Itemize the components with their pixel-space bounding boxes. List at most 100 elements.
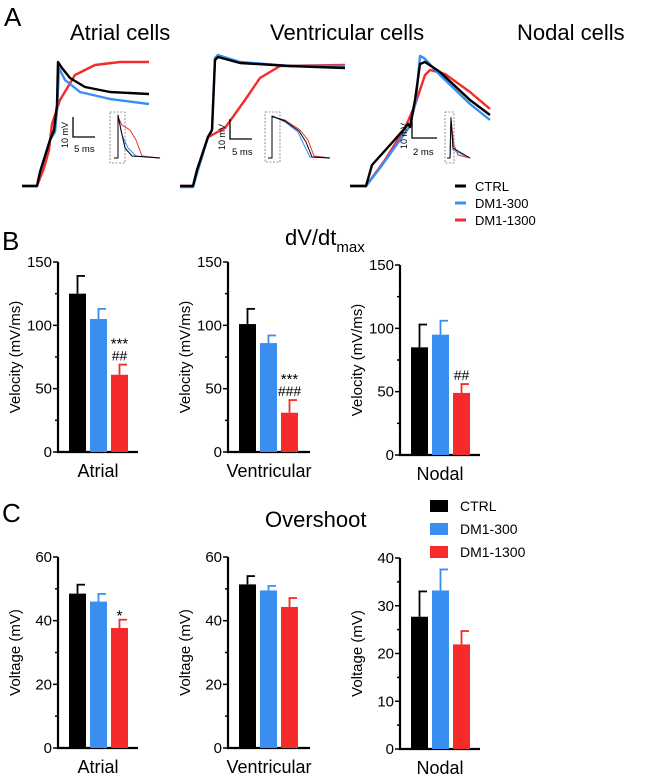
inset-box-nodal <box>444 111 455 164</box>
y-tick-label: 10 <box>377 693 394 710</box>
bar-dm1-300 <box>90 319 107 452</box>
y-axis-label: Velocity (mV/ms) <box>349 304 366 417</box>
y-tick-label: 0 <box>386 741 394 758</box>
y-tick-label: 0 <box>44 740 52 757</box>
panel-letter-b: B <box>2 226 19 256</box>
y-tick-label: 40 <box>377 550 394 567</box>
bar-dm1-1300 <box>453 644 470 749</box>
y-axis-label: Voltage (mV) <box>177 609 194 696</box>
bar-chart-b-nodal: 0 50 100 150 Velocity (mV/ms) Nodal ## <box>349 257 480 484</box>
y-axis-label: Voltage (mV) <box>7 609 24 696</box>
y-tick-label: 50 <box>377 384 394 401</box>
y-tick-label: 40 <box>205 613 222 630</box>
scale-v-atrial: 10 mV <box>60 122 70 148</box>
y-tick-label: 150 <box>27 254 52 271</box>
y-tick-label: 50 <box>35 381 52 398</box>
legend-c: CTRL DM1-300 DM1-1300 <box>430 498 526 560</box>
bar-ctrl <box>411 616 428 749</box>
y-axis-label: Velocity (mV/ms) <box>7 301 24 414</box>
y-tick-label: 0 <box>386 447 394 464</box>
bar-dm1-300 <box>260 590 277 748</box>
scale-h-ventricular: 5 ms <box>232 147 253 158</box>
significance-mark: ## <box>112 348 128 364</box>
trace-ventricular-dm1-300 <box>180 53 345 189</box>
x-category-label: Nodal <box>416 758 463 777</box>
inset-box-atrial <box>109 111 126 164</box>
bar-chart-c-nodal: 0 10 20 30 40 Voltage (mV) Nodal <box>349 550 480 777</box>
legend-c-ctrl: CTRL <box>460 498 497 514</box>
y-tick-label: 150 <box>197 254 222 271</box>
y-tick-label: 0 <box>214 740 222 757</box>
legend-a-dm1-1300: DM1-1300 <box>475 213 536 228</box>
x-category-label: Ventricular <box>226 757 311 777</box>
bar-chart-c-ventricular: 0 20 40 60 Voltage (mV) Ventricular <box>177 549 312 777</box>
significance-mark: ## <box>454 367 470 383</box>
bar-ctrl <box>69 293 86 452</box>
bar-chart-b-atrial: 0 50 100 150 Velocity (mV/ms) Atrial ##*** <box>7 254 138 481</box>
y-tick-label: 30 <box>377 598 394 615</box>
trace-ventricular-dm1-1300 <box>180 63 346 188</box>
title-nodal-cells: Nodal cells <box>517 20 625 45</box>
y-tick-label: 20 <box>205 676 222 693</box>
significance-mark: *** <box>111 336 129 353</box>
panel-b-title: dV/dtmax <box>285 225 365 256</box>
y-axis-label: Velocity (mV/ms) <box>177 301 194 414</box>
legend-c-dm1-300: DM1-300 <box>460 521 518 537</box>
x-category-label: Atrial <box>77 757 118 777</box>
y-tick-label: 60 <box>35 549 52 566</box>
bar-dm1-300 <box>90 601 107 748</box>
y-tick-label: 100 <box>369 320 394 337</box>
panel-letter-a: A <box>4 2 22 32</box>
y-tick-label: 150 <box>369 257 394 274</box>
y-tick-label: 60 <box>205 549 222 566</box>
scale-h-atrial: 5 ms <box>74 144 95 155</box>
x-category-label: Atrial <box>77 461 118 481</box>
trace-nodal-ctrl <box>350 60 491 188</box>
bar-dm1-1300 <box>453 392 470 455</box>
bar-dm1-1300 <box>111 374 128 452</box>
legend-a: CTRL DM1-300 DM1-1300 <box>455 179 536 228</box>
title-ventricular-cells: Ventricular cells <box>270 20 424 45</box>
panel-letter-c: C <box>2 498 21 528</box>
scale-bars <box>72 117 437 140</box>
legend-c-dm1-1300: DM1-1300 <box>460 544 526 560</box>
scale-v-nodal: 10 mV <box>399 123 409 149</box>
x-category-label: Ventricular <box>226 461 311 481</box>
panel-c-title: Overshoot <box>265 507 367 532</box>
bar-dm1-300 <box>432 590 449 749</box>
bar-ctrl <box>239 324 256 452</box>
y-tick-label: 100 <box>197 317 222 334</box>
significance-mark: ### <box>278 383 302 399</box>
y-tick-label: 50 <box>205 381 222 398</box>
trace-atrial-ctrl <box>22 60 150 188</box>
scale-h-nodal: 2 ms <box>413 147 434 158</box>
bar-dm1-1300 <box>281 412 298 452</box>
bar-chart-b-ventricular: 0 50 100 150 Velocity (mV/ms) Ventricular ###*… <box>177 254 312 481</box>
bar-dm1-300 <box>432 334 449 455</box>
bar-ctrl <box>239 584 256 748</box>
action-potential-traces <box>22 53 491 189</box>
bar-ctrl <box>69 593 86 748</box>
y-tick-label: 40 <box>35 613 52 630</box>
bar-chart-c-atrial: 0 20 40 60 Voltage (mV) Atrial * <box>7 549 138 777</box>
y-tick-label: 20 <box>377 646 394 663</box>
inset-box-ventricular <box>264 111 281 163</box>
title-atrial-cells: Atrial cells <box>70 20 170 45</box>
y-tick-label: 0 <box>44 444 52 461</box>
y-tick-label: 0 <box>214 444 222 461</box>
bar-dm1-300 <box>260 343 277 452</box>
legend-a-dm1-300: DM1-300 <box>475 196 528 211</box>
trace-ventricular-ctrl <box>180 55 346 188</box>
y-axis-label: Voltage (mV) <box>349 610 366 697</box>
significance-mark: *** <box>281 371 299 388</box>
y-tick-label: 20 <box>35 676 52 693</box>
bar-dm1-1300 <box>111 627 128 748</box>
bar-ctrl <box>411 347 428 455</box>
scale-v-ventricular: 10 mV <box>217 124 227 150</box>
y-tick-label: 100 <box>27 317 52 334</box>
bar-dm1-1300 <box>281 606 298 748</box>
legend-a-ctrl: CTRL <box>475 179 509 194</box>
significance-mark: * <box>117 608 123 625</box>
x-category-label: Nodal <box>416 464 463 484</box>
